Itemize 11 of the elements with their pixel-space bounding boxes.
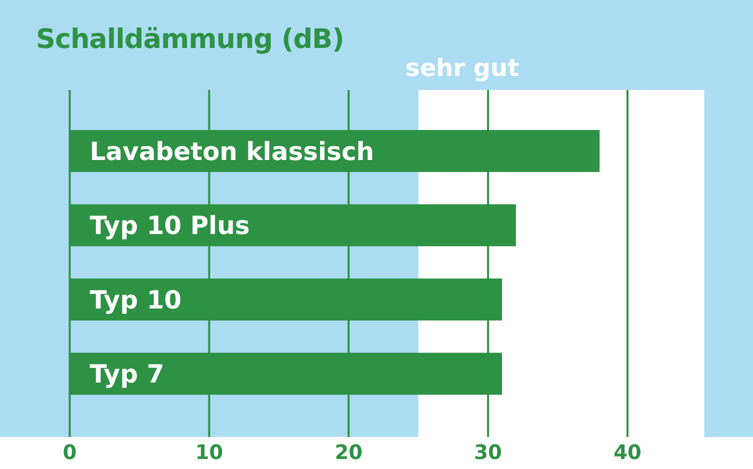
y-tick-label: Typ 7: [90, 360, 164, 389]
chart-title: Schalldämmung (dB): [36, 24, 344, 55]
y-tick-label: Lavabeton klassisch: [90, 136, 374, 166]
y-tick-label: Typ 10 Plus: [90, 211, 250, 240]
x-tick-label: 10: [195, 440, 224, 464]
band-label: sehr gut: [406, 54, 520, 82]
y-tick-label: Typ 10: [90, 285, 182, 314]
x-tick-label: 40: [614, 440, 642, 464]
x-tick-label: 20: [334, 440, 363, 464]
x-tick-label: 0: [62, 440, 77, 464]
x-tick-label: 30: [474, 440, 502, 464]
